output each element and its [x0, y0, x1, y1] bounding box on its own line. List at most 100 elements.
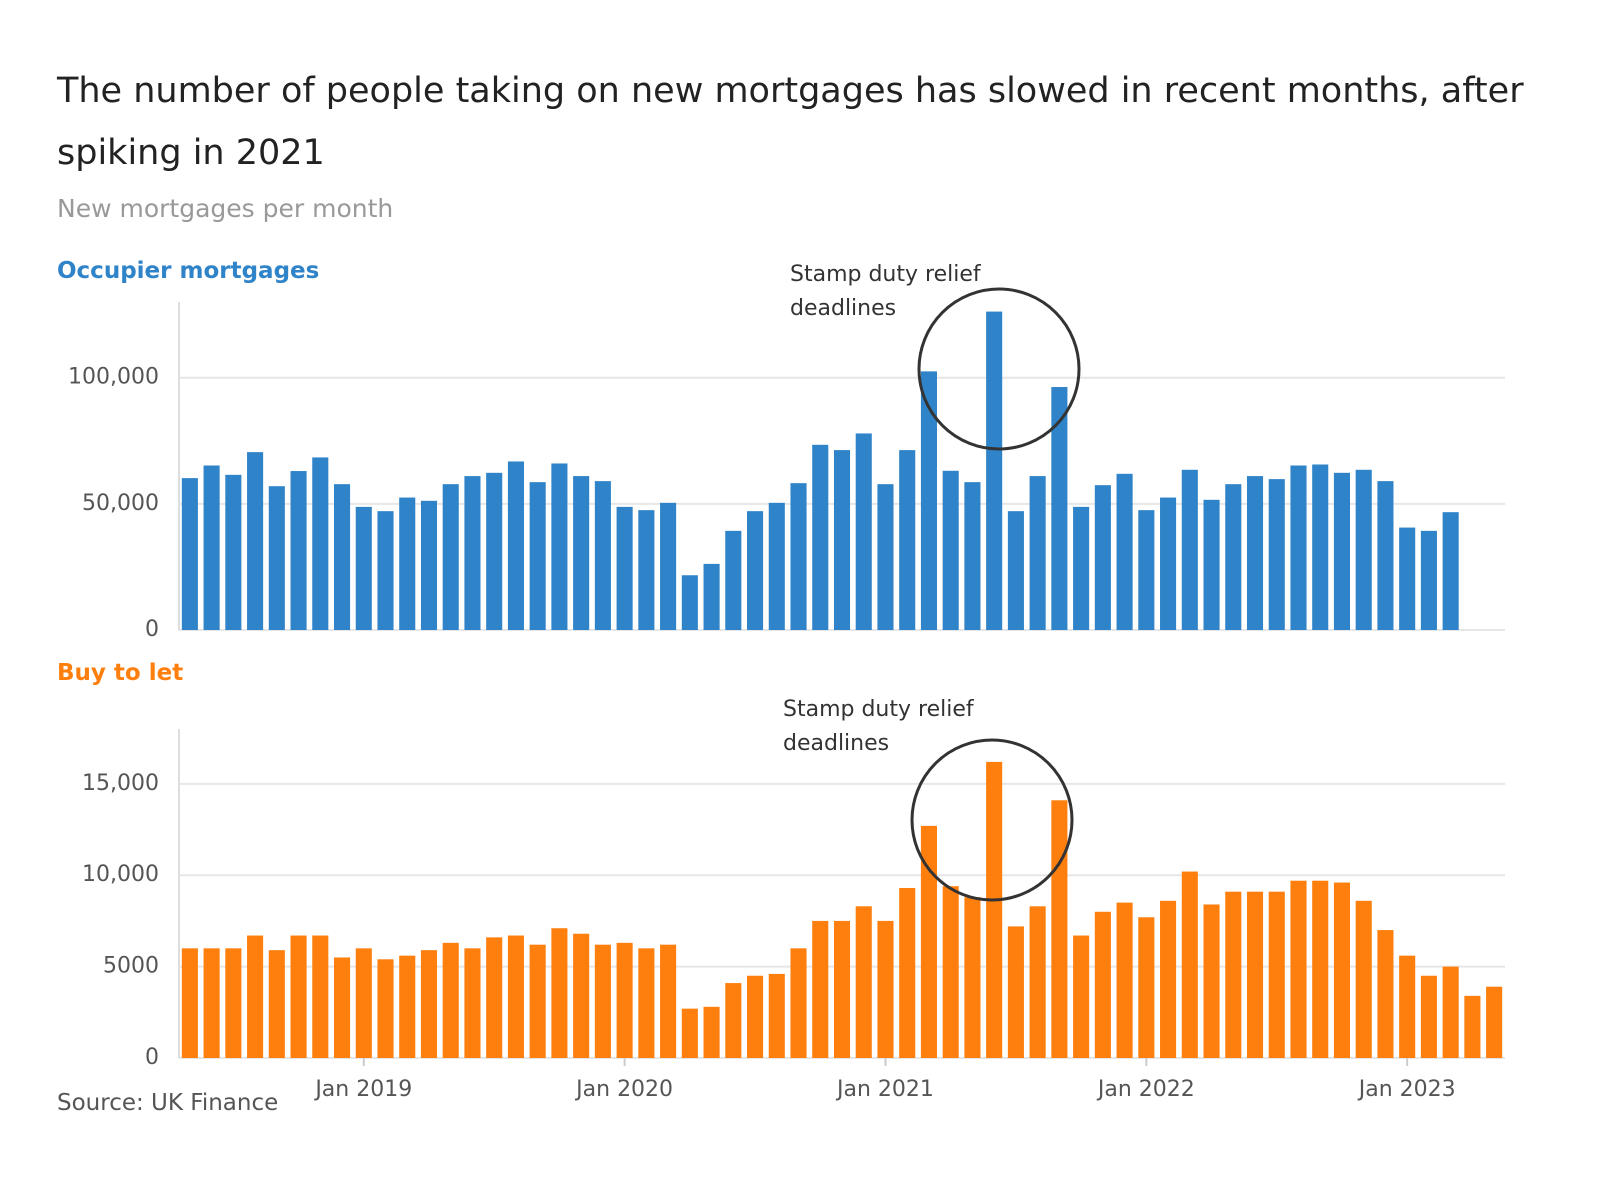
bar — [1377, 481, 1394, 630]
bar — [247, 452, 264, 630]
bar — [1420, 530, 1437, 630]
bar — [812, 444, 829, 630]
y-tick-label: 5000 — [103, 954, 159, 979]
bar — [986, 311, 1003, 630]
bar — [1051, 800, 1068, 1058]
bar — [377, 959, 394, 1058]
x-tick-label: Jan 2021 — [835, 1077, 934, 1102]
bar — [920, 371, 937, 630]
bar — [290, 935, 307, 1058]
bar — [1073, 935, 1090, 1058]
bar — [529, 944, 546, 1058]
bar — [290, 471, 307, 630]
bar — [1290, 465, 1307, 630]
bar — [1225, 484, 1242, 630]
y-tick-label: 15,000 — [82, 771, 159, 796]
bar — [1225, 891, 1242, 1058]
bar — [594, 481, 611, 630]
bar — [660, 502, 677, 630]
bar — [333, 484, 351, 630]
bar — [1399, 527, 1416, 630]
bar — [420, 500, 438, 630]
panel-title: Buy to let — [57, 660, 184, 686]
y-tick-label: 0 — [145, 617, 159, 642]
bar — [964, 897, 981, 1058]
bar — [464, 476, 481, 630]
bar — [1246, 891, 1264, 1058]
bar — [312, 935, 329, 1058]
bar — [1312, 464, 1329, 630]
bar — [486, 937, 503, 1058]
bar — [507, 935, 524, 1058]
source: Source: UK Finance — [57, 1090, 279, 1116]
bar — [1246, 476, 1264, 630]
bar — [833, 450, 851, 630]
bar — [268, 486, 285, 630]
bar — [420, 950, 438, 1058]
bar — [986, 761, 1003, 1058]
bar — [747, 975, 764, 1058]
bar — [1355, 469, 1372, 630]
bar — [1181, 469, 1198, 630]
annotation: Stamp duty relief deadlines — [790, 262, 981, 321]
bar — [1007, 926, 1024, 1058]
bar — [768, 502, 785, 630]
bar — [1073, 506, 1090, 630]
bar — [1203, 904, 1220, 1058]
bar — [747, 511, 764, 630]
bar — [1029, 476, 1046, 630]
bar — [616, 506, 633, 630]
bar — [1094, 485, 1111, 630]
bar — [442, 484, 459, 630]
bar — [333, 957, 351, 1058]
bar — [1486, 986, 1503, 1058]
bar — [942, 470, 959, 630]
bar — [660, 944, 677, 1058]
bar — [1464, 995, 1481, 1058]
bar — [203, 948, 220, 1058]
bar — [1312, 880, 1329, 1058]
annotation-circle — [917, 287, 1081, 451]
bar — [464, 948, 481, 1058]
title: The number of people taking on new mortg… — [57, 71, 1524, 173]
bar — [681, 1008, 698, 1058]
bar — [268, 950, 285, 1058]
bar — [812, 920, 829, 1058]
bar — [833, 920, 851, 1058]
bar — [1268, 891, 1285, 1058]
bar — [442, 942, 459, 1058]
y-tick-label: 10,000 — [82, 862, 159, 887]
bar — [355, 948, 372, 1058]
bar — [1442, 512, 1459, 630]
bar — [855, 433, 872, 630]
bar — [1116, 473, 1133, 630]
bar — [1007, 511, 1024, 630]
bar — [1203, 499, 1220, 630]
x-tick-label: Jan 2020 — [574, 1077, 673, 1102]
bar — [399, 955, 416, 1058]
bar — [1399, 955, 1416, 1058]
bar — [1138, 917, 1155, 1058]
bar — [594, 944, 611, 1058]
bar — [1181, 871, 1198, 1058]
bar — [964, 482, 981, 630]
bar — [725, 983, 742, 1058]
bar — [225, 474, 242, 630]
bar — [312, 457, 329, 630]
bar — [181, 948, 198, 1058]
bar — [1160, 497, 1177, 630]
bar — [768, 973, 785, 1058]
bar — [703, 563, 720, 630]
panel-title: Occupier mortgages — [57, 258, 320, 284]
bar — [225, 948, 242, 1058]
bar — [1377, 930, 1394, 1058]
bar — [638, 510, 655, 630]
bar — [1420, 975, 1437, 1058]
bar — [247, 935, 264, 1058]
bar — [399, 497, 416, 630]
bar — [616, 942, 633, 1058]
x-tick-label: Jan 2022 — [1096, 1077, 1195, 1102]
bar — [1094, 911, 1111, 1058]
